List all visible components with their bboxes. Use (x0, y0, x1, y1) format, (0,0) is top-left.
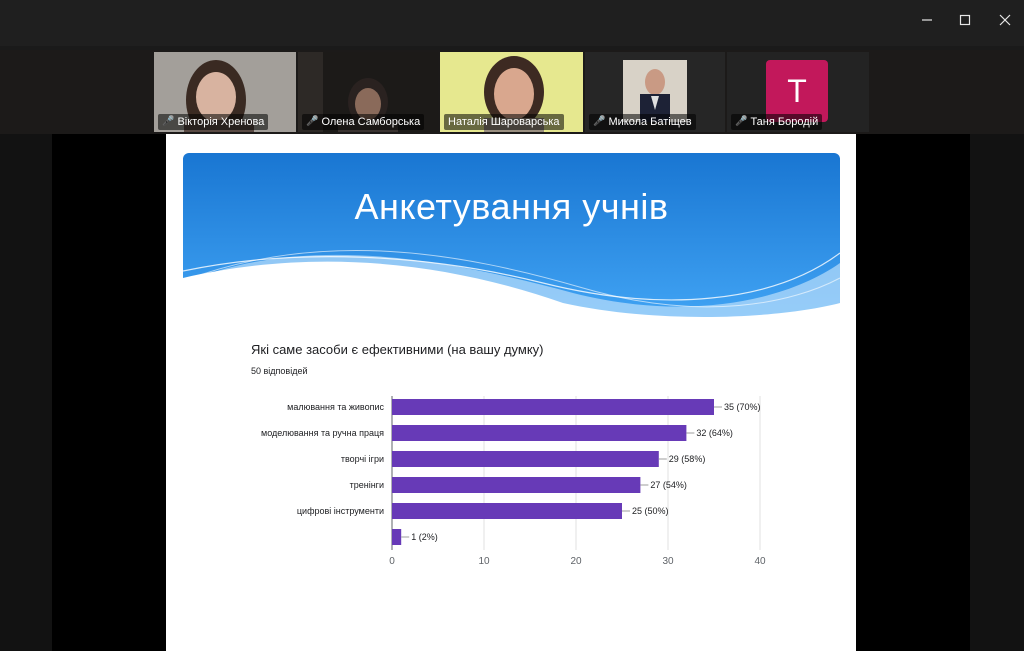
slide-banner (183, 153, 840, 325)
maximize-button[interactable] (950, 8, 980, 34)
window-titlebar (0, 0, 1024, 46)
slide-title: Анкетування учнів (354, 186, 669, 227)
data-label: 27 (54%) (650, 480, 687, 490)
bar (392, 425, 687, 441)
bar (392, 399, 714, 415)
avatar: T (766, 60, 828, 122)
category-label: цифрові інструменти (297, 506, 384, 516)
category-label: творчі ігри (341, 454, 384, 464)
mic-off-icon: 🎤 (162, 116, 175, 127)
participant-tile[interactable]: T 🎤 Таня Бородій (727, 52, 869, 132)
bar (392, 477, 641, 493)
minimize-icon (922, 19, 932, 21)
x-tick-label: 10 (478, 556, 490, 567)
mic-off-icon: 🎤 (306, 116, 319, 127)
mic-off-icon: 🎤 (735, 116, 748, 127)
mic-off-icon: 🎤 (593, 116, 606, 127)
participant-name-label: 🎤 Олена Самборська (302, 114, 425, 130)
survey-question: Які саме засоби є ефективними (на вашу д… (251, 342, 544, 357)
participant-tile-active[interactable]: Наталія Шароварська (440, 52, 583, 132)
participant-tile[interactable]: 🎤 Микола Батіщев (585, 52, 725, 132)
data-label: 29 (58%) (669, 454, 706, 464)
bar (392, 503, 622, 519)
category-label: тренінги (350, 480, 384, 490)
x-tick-label: 20 (570, 556, 582, 567)
bar (392, 529, 402, 545)
x-tick-label: 0 (389, 556, 395, 567)
close-button[interactable] (990, 8, 1020, 34)
data-label: 25 (50%) (632, 506, 669, 516)
category-label: моделювання та ручна праця (261, 428, 384, 438)
participant-name-label: Наталія Шароварська (444, 114, 564, 130)
participant-name-label: 🎤 Вікторія Хренова (158, 114, 269, 130)
response-count: 50 відповідей (251, 366, 308, 376)
x-tick-label: 30 (662, 556, 674, 567)
category-label: малювання та живопис (287, 402, 384, 412)
maximize-icon (959, 14, 971, 26)
data-label: 1 (2%) (411, 532, 438, 542)
bar (392, 451, 659, 467)
x-tick-label: 40 (754, 556, 766, 567)
data-label: 32 (64%) (696, 428, 733, 438)
participant-tile[interactable]: 🎤 Олена Самборська (298, 52, 438, 132)
close-icon (999, 14, 1011, 26)
bar-chart: 0 10 20 30 40 малювання та живопис 35 (70%) мод… (261, 396, 766, 567)
participant-name-label: 🎤 Таня Бородій (731, 114, 823, 130)
data-label: 35 (70%) (724, 402, 761, 412)
participant-name-label: 🎤 Микола Батіщев (589, 114, 696, 130)
minimize-button[interactable] (912, 8, 942, 34)
participant-tile[interactable]: 🎤 Вікторія Хренова (154, 52, 296, 132)
